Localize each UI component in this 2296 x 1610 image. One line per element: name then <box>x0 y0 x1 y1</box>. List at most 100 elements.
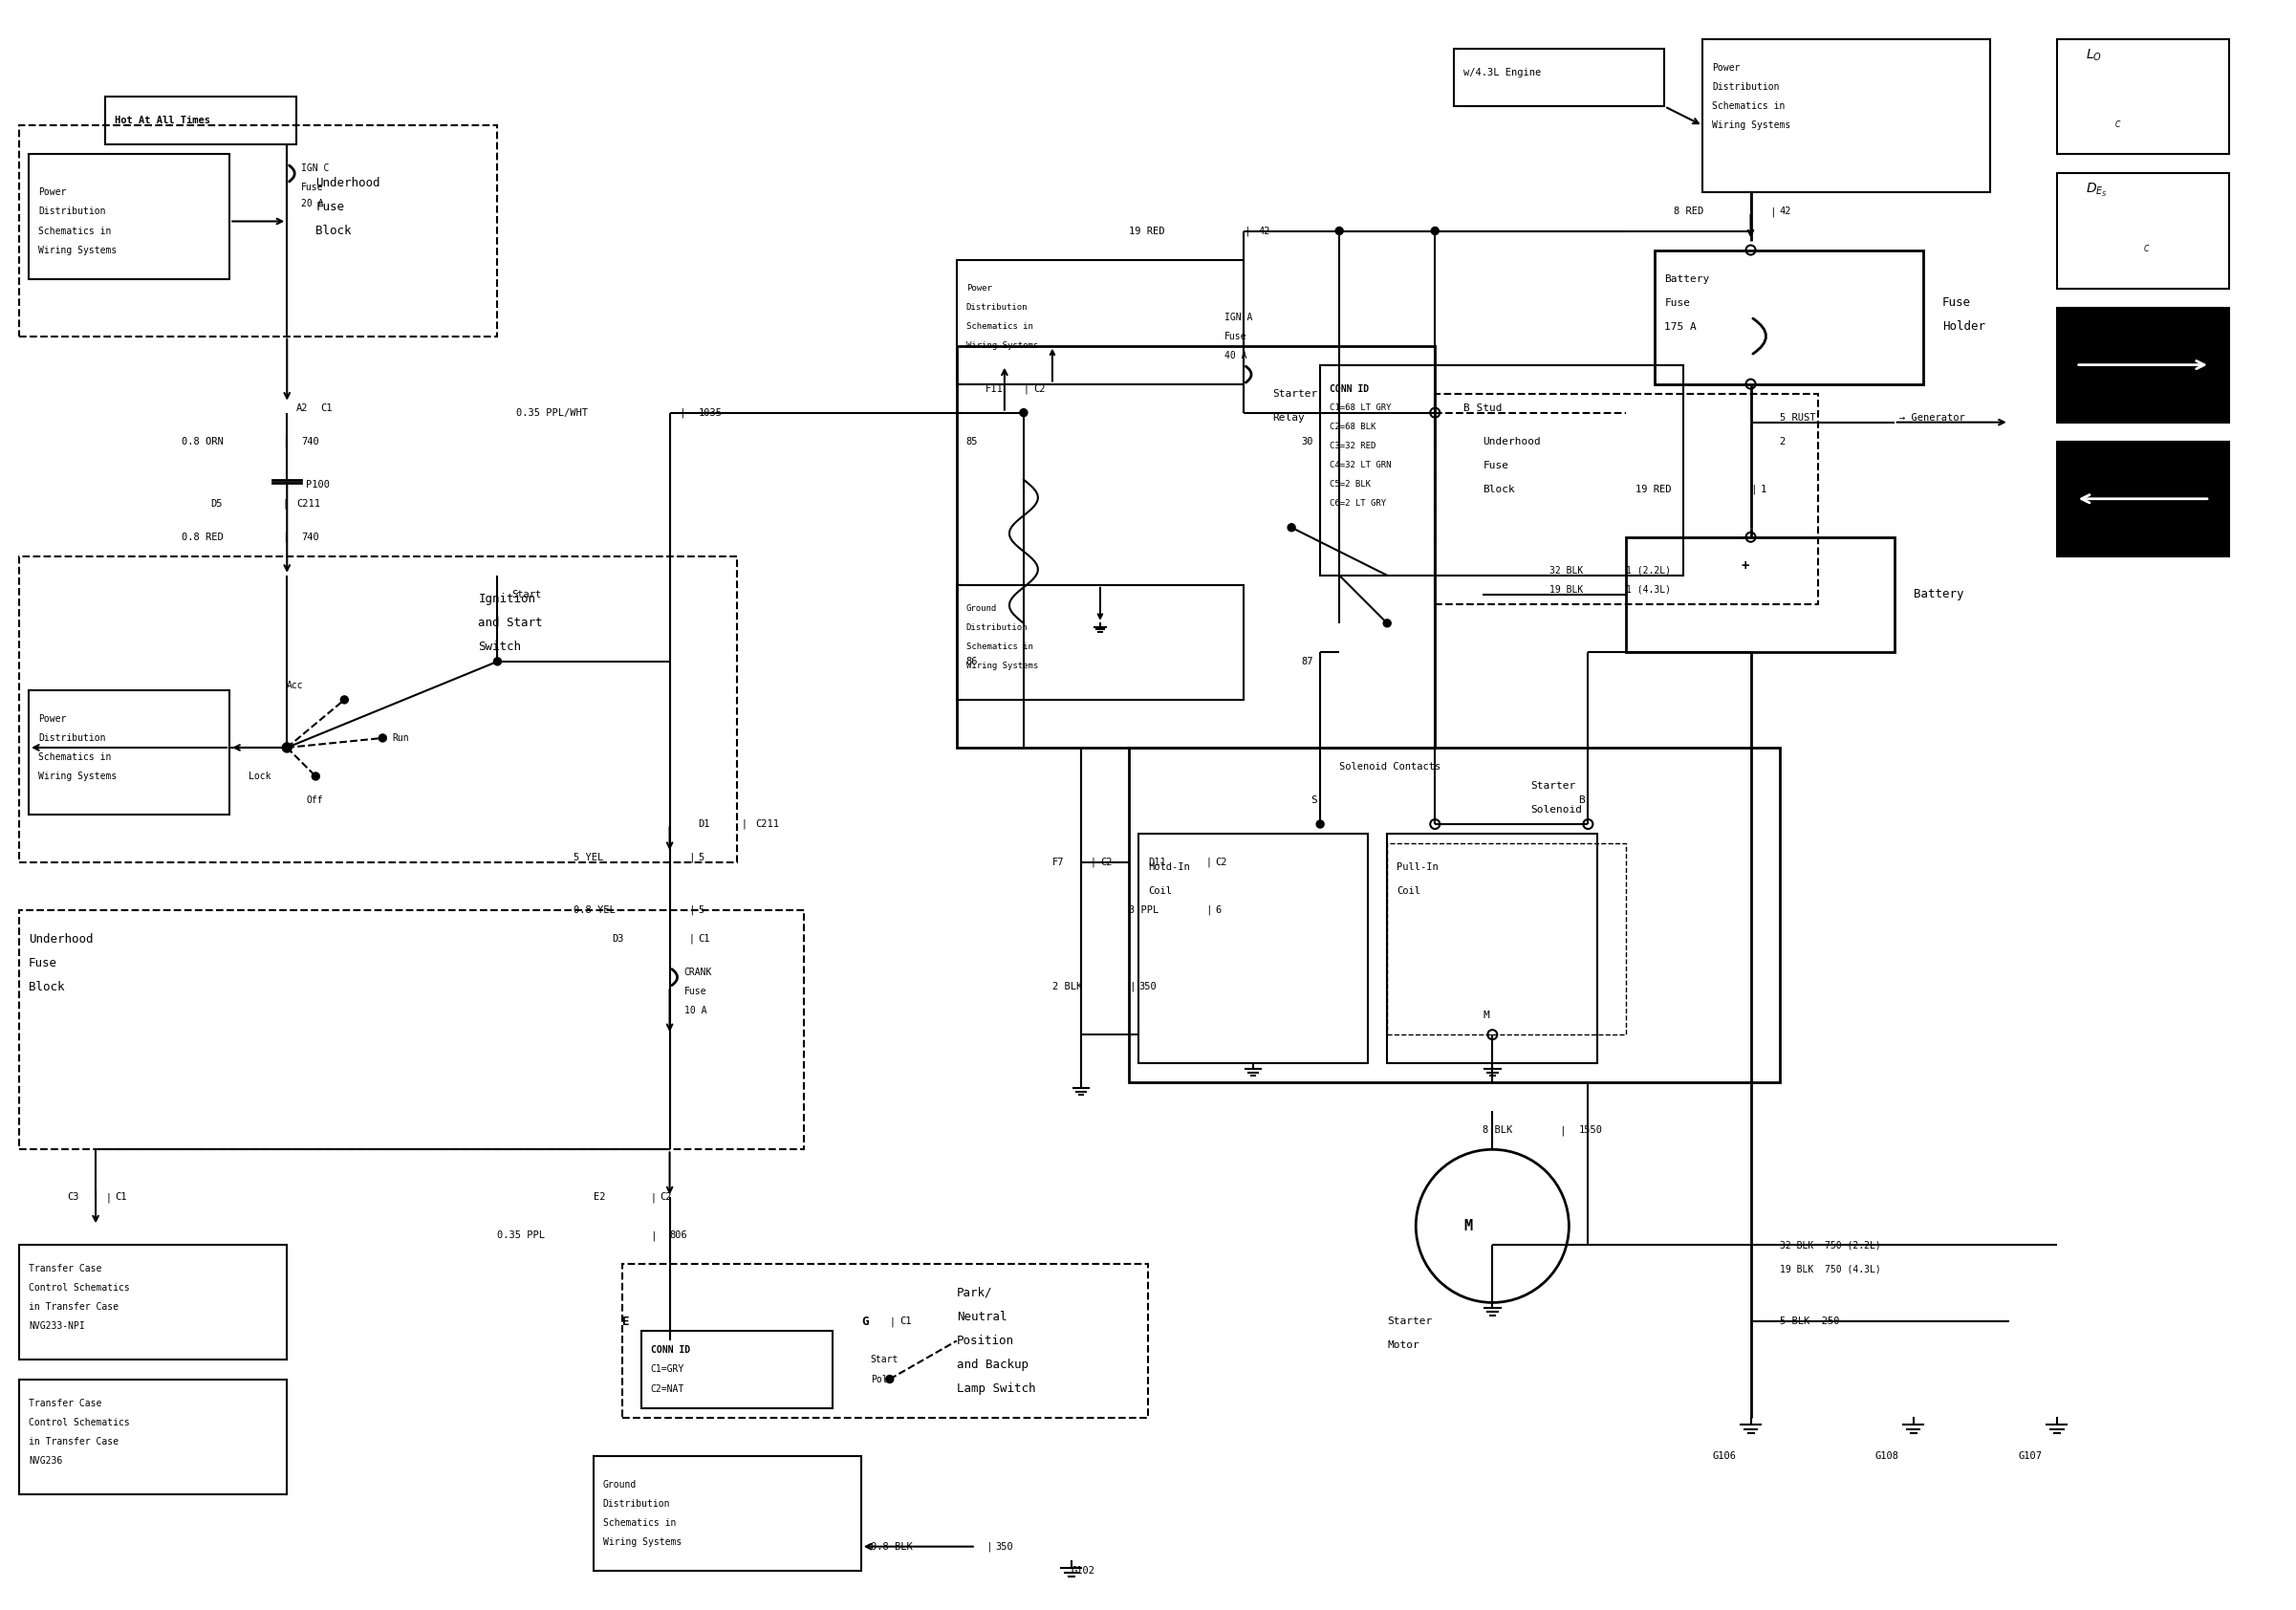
Text: Control Schematics: Control Schematics <box>28 1283 131 1293</box>
Text: 740: 740 <box>301 436 319 446</box>
Text: Hold-In: Hold-In <box>1148 863 1189 873</box>
Text: 175 A: 175 A <box>1665 322 1697 332</box>
Text: Block: Block <box>315 225 351 237</box>
Text: C2: C2 <box>1215 858 1226 868</box>
Text: $D_{E_S}$: $D_{E_S}$ <box>2085 182 2108 198</box>
Text: C1=GRY: C1=GRY <box>650 1365 684 1375</box>
Text: $L_O$: $L_O$ <box>2085 47 2101 63</box>
Text: |: | <box>282 436 289 446</box>
Bar <box>28 691 230 815</box>
Text: |: | <box>689 934 693 943</box>
Text: Holder: Holder <box>1942 320 1986 333</box>
Text: Distribution: Distribution <box>39 733 106 742</box>
Text: Block: Block <box>28 980 64 993</box>
Text: 87: 87 <box>1302 657 1313 667</box>
Text: Fuse: Fuse <box>684 987 707 997</box>
Text: 1 (2.2L): 1 (2.2L) <box>1626 565 1671 575</box>
Bar <box>18 1380 287 1494</box>
Text: 10 A: 10 A <box>684 1006 707 1016</box>
Text: Battery: Battery <box>1913 588 1963 601</box>
Text: B: B <box>1580 795 1584 805</box>
Bar <box>1626 538 1894 652</box>
Text: C1: C1 <box>321 402 333 412</box>
Text: Starter: Starter <box>1531 781 1575 791</box>
Text: 1035: 1035 <box>698 407 723 417</box>
Text: 2 BLK: 2 BLK <box>1052 982 1081 992</box>
Text: 5 BLK  250: 5 BLK 250 <box>1779 1317 1839 1327</box>
Text: Starter: Starter <box>1272 388 1318 398</box>
Text: C6=2 LT GRY: C6=2 LT GRY <box>1329 499 1387 507</box>
Text: C211: C211 <box>755 819 781 829</box>
Text: C4=32 LT GRN: C4=32 LT GRN <box>1329 460 1391 470</box>
Text: M: M <box>1465 1219 1472 1233</box>
Text: 1550: 1550 <box>1580 1125 1603 1135</box>
Text: Power: Power <box>967 283 992 293</box>
Text: C2=NAT: C2=NAT <box>650 1385 684 1394</box>
Text: Transfer Case: Transfer Case <box>28 1397 101 1407</box>
Circle shape <box>1288 523 1295 531</box>
Bar <box>957 259 1244 383</box>
Text: 5 YEL: 5 YEL <box>574 853 604 863</box>
Text: Wiring Systems: Wiring Systems <box>967 341 1038 349</box>
Text: 42: 42 <box>1258 225 1270 235</box>
Text: Distribution: Distribution <box>1713 82 1779 92</box>
Text: C2: C2 <box>1100 858 1111 868</box>
Text: 5: 5 <box>698 905 705 914</box>
Text: C1: C1 <box>900 1317 912 1327</box>
Bar <box>2057 441 2229 555</box>
Text: Switch: Switch <box>478 641 521 654</box>
Text: Pole: Pole <box>870 1375 893 1385</box>
Circle shape <box>886 1375 893 1383</box>
Text: +: + <box>1740 559 1750 573</box>
Text: |: | <box>742 819 746 829</box>
Text: |: | <box>282 499 287 509</box>
Bar <box>2057 174 2229 288</box>
Text: IGN A: IGN A <box>1224 312 1254 322</box>
Circle shape <box>1316 821 1325 828</box>
Text: 8 RED: 8 RED <box>1674 208 1704 216</box>
Text: and Start: and Start <box>478 617 542 630</box>
Text: Run: Run <box>393 733 409 742</box>
Text: Underhood: Underhood <box>28 932 94 945</box>
Text: 20 A: 20 A <box>301 200 324 209</box>
Text: 0.8 ORN: 0.8 ORN <box>181 436 223 446</box>
Text: Ground: Ground <box>602 1480 636 1489</box>
Text: and Backup: and Backup <box>957 1359 1029 1372</box>
Text: Schematics in: Schematics in <box>39 752 110 762</box>
Text: 0.35 PPL: 0.35 PPL <box>498 1230 544 1240</box>
Text: Distribution: Distribution <box>967 623 1029 633</box>
Text: Lamp Switch: Lamp Switch <box>957 1383 1035 1394</box>
Circle shape <box>1382 620 1391 626</box>
Text: $_C$: $_C$ <box>2115 119 2122 130</box>
Text: 86: 86 <box>967 657 978 667</box>
Circle shape <box>379 734 386 742</box>
Bar <box>622 1264 1148 1417</box>
Text: G: G <box>861 1315 868 1328</box>
Bar <box>106 97 296 145</box>
Circle shape <box>1019 409 1029 417</box>
Text: Fuse: Fuse <box>1224 332 1247 341</box>
Circle shape <box>282 742 292 752</box>
Text: A2: A2 <box>296 402 308 412</box>
Text: C5=2 BLK: C5=2 BLK <box>1329 480 1371 489</box>
Text: |: | <box>106 1193 110 1203</box>
Text: Fuse: Fuse <box>1483 460 1508 470</box>
Bar <box>1435 393 1818 604</box>
Text: Off: Off <box>305 795 324 805</box>
Circle shape <box>494 657 501 665</box>
Text: CRANK: CRANK <box>684 968 712 977</box>
Text: in Transfer Case: in Transfer Case <box>28 1302 119 1312</box>
Text: |: | <box>650 1193 657 1203</box>
Text: D5: D5 <box>211 499 223 509</box>
Text: 5 RUST: 5 RUST <box>1779 412 1816 422</box>
Bar <box>957 346 1435 747</box>
Bar <box>18 1245 287 1360</box>
Text: 0.35 PPL/WHT: 0.35 PPL/WHT <box>517 407 588 417</box>
Text: $_C$: $_C$ <box>2142 243 2149 254</box>
Bar <box>1387 844 1626 1035</box>
Circle shape <box>282 744 292 752</box>
Text: Wiring Systems: Wiring Systems <box>967 662 1038 670</box>
Text: Neutral: Neutral <box>957 1311 1008 1323</box>
Text: F11: F11 <box>985 385 1003 393</box>
Text: |: | <box>650 1230 657 1241</box>
